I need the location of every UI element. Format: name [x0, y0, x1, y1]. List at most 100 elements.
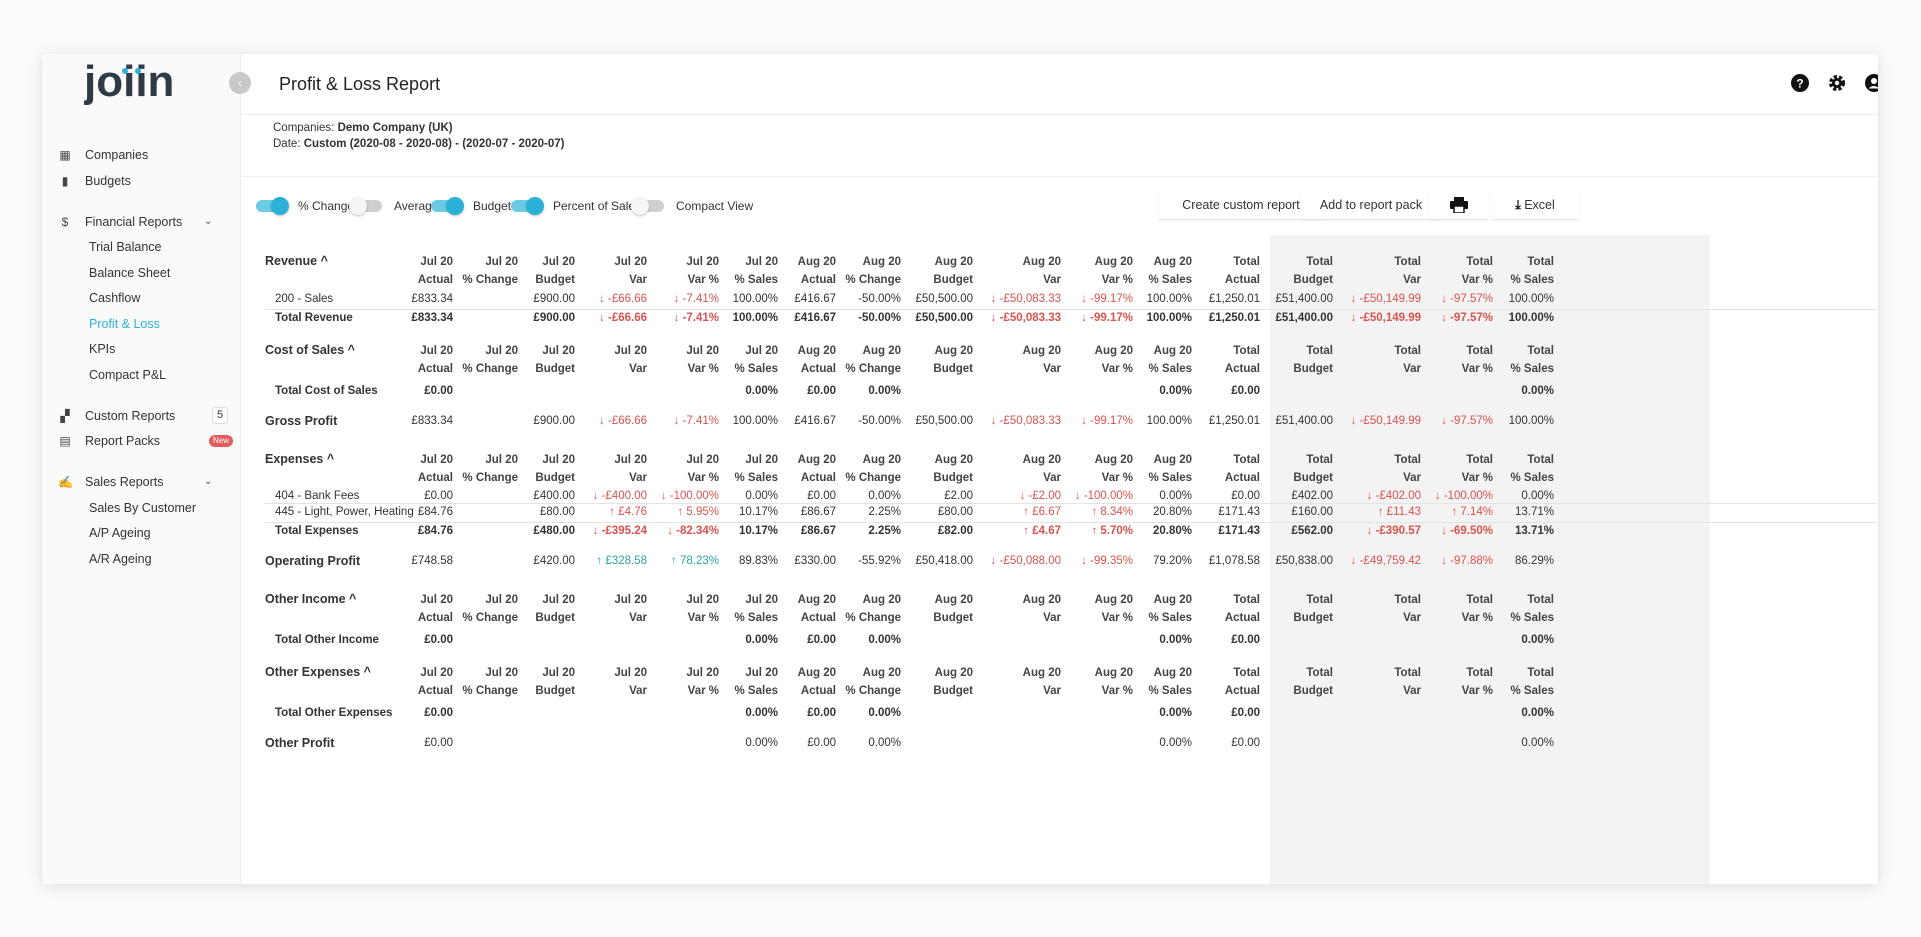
row-divider — [265, 503, 1877, 504]
table-cell: 0.00% — [1159, 707, 1192, 719]
sidebar-item-kpis[interactable]: KPIs — [42, 338, 241, 360]
column-header: Total Var — [1394, 454, 1421, 484]
section-title[interactable]: Expenses ^ — [265, 452, 335, 466]
table-cell: 0.00% — [868, 737, 901, 749]
section-title[interactable]: Cost of Sales ^ — [265, 343, 355, 357]
help-icon[interactable]: ? — [1790, 73, 1810, 93]
table-cell: ↓ -99.17% — [1081, 293, 1133, 305]
add-to-report-pack-button[interactable]: Add to report pack — [1301, 190, 1441, 220]
table-cell: 0.00% — [1159, 385, 1192, 397]
toggle-switch[interactable] — [256, 197, 289, 215]
table-cell: £400.00 — [533, 490, 575, 502]
sidebar-item-label: Cashflow — [89, 291, 141, 305]
section-title[interactable]: Revenue ^ — [265, 254, 328, 268]
table-cell: ↓ -97.57% — [1441, 312, 1493, 324]
column-header: Jul 20% Change — [462, 667, 518, 697]
sidebar-item-report-packs[interactable]: ▤ Report Packs New — [42, 430, 241, 452]
sidebar-item-ar-ageing[interactable]: A/R Ageing — [42, 548, 241, 570]
sidebar-item-sales-by-customer[interactable]: Sales By Customer — [42, 497, 241, 519]
column-header: Aug 20% Sales — [1148, 594, 1192, 624]
sidebar-item-custom-reports[interactable]: ▞ Custom Reports 5 — [42, 405, 241, 427]
settings-gear-icon[interactable] — [1827, 73, 1847, 93]
table-cell: £0.00 — [1231, 707, 1260, 719]
companies-label: Companies: — [273, 122, 335, 134]
table-cell: £900.00 — [533, 312, 575, 324]
column-header: Jul 20 Var % — [686, 594, 719, 624]
toggle-compact-view[interactable]: Compact View — [631, 197, 764, 215]
column-header: Aug 20 Actual — [797, 594, 836, 624]
table-cell: 100.00% — [1508, 312, 1554, 324]
column-header: Jul 20 Budget — [535, 256, 575, 286]
button-label: Create custom report — [1182, 198, 1300, 212]
row-divider — [265, 309, 1877, 310]
table-cell: £1,250.01 — [1208, 415, 1260, 427]
column-header: Jul 20% Change — [462, 594, 518, 624]
print-button[interactable] — [1430, 190, 1488, 220]
table-cell: £402.00 — [1291, 490, 1333, 502]
column-header: Jul 20 Var — [614, 667, 647, 697]
sidebar-item-profit-loss[interactable]: Profit & Loss — [42, 313, 241, 335]
column-header: Jul 20 Var — [614, 256, 647, 286]
custom-reports-icon: ▞ — [60, 409, 70, 423]
row-label: 200 - Sales — [275, 293, 334, 305]
column-header: Jul 20 Var % — [686, 345, 719, 375]
toggle-switch[interactable] — [431, 197, 464, 215]
toggle-budget[interactable]: Budget — [431, 197, 521, 215]
table-cell: ↓ -£50,149.99 — [1350, 293, 1421, 305]
table-cell: 0.00% — [1521, 737, 1554, 749]
table-cell: 0.00% — [868, 385, 901, 397]
row-label: Total Revenue — [275, 312, 353, 324]
table-cell: ↓ -£50,083.33 — [990, 415, 1061, 427]
sidebar-item-budgets[interactable]: ▮ Budgets — [42, 170, 241, 192]
create-custom-report-button[interactable]: Create custom report — [1159, 190, 1323, 220]
column-header: Aug 20% Change — [845, 256, 901, 286]
user-account-icon[interactable] — [1864, 73, 1878, 93]
sidebar-item-cashflow[interactable]: Cashflow — [42, 287, 241, 309]
totals-column-band — [1270, 235, 1710, 884]
table-cell: 100.00% — [1508, 415, 1554, 427]
toggle-percent-change[interactable]: % Change — [256, 197, 366, 215]
sidebar-item-companies[interactable]: ▦ Companies — [42, 144, 241, 166]
chevron-left-icon: ‹ — [238, 76, 242, 90]
column-header: Total Actual — [1224, 594, 1260, 624]
toggle-switch[interactable] — [349, 197, 382, 215]
table-cell: 0.00% — [1159, 490, 1192, 502]
sidebar-item-compact-pl[interactable]: Compact P&L — [42, 364, 241, 386]
column-header: Jul 20 Var — [614, 594, 647, 624]
sidebar-item-balance-sheet[interactable]: Balance Sheet — [42, 262, 241, 284]
section-title[interactable]: Other Expenses ^ — [265, 665, 371, 679]
column-header: Jul 20% Change — [462, 454, 518, 484]
sidebar-item-sales-reports[interactable]: ✍ Sales Reports ⌄ — [42, 471, 241, 493]
toggle-average[interactable]: Average — [349, 197, 452, 215]
sidebar-item-financial-reports[interactable]: $ Financial Reports ⌄ — [42, 211, 241, 233]
table-cell: £1,250.01 — [1208, 312, 1260, 324]
toggle-switch[interactable] — [631, 197, 664, 215]
table-cell: 100.00% — [1508, 293, 1554, 305]
row-label: 404 - Bank Fees — [275, 490, 360, 502]
table-cell: £833.34 — [411, 312, 453, 324]
table-cell: £900.00 — [533, 415, 575, 427]
table-cell: ↓ -£2.00 — [1019, 490, 1061, 502]
sidebar-item-ap-ageing[interactable]: A/P Ageing — [42, 522, 241, 544]
export-excel-button[interactable]: ⤓ Excel — [1492, 190, 1578, 220]
logo-text: joiin — [84, 62, 174, 106]
toggle-switch[interactable] — [511, 197, 544, 215]
table-cell: ↓ -100.00% — [1074, 490, 1133, 502]
section-title[interactable]: Other Income ^ — [265, 592, 357, 606]
chevron-down-icon: ⌄ — [204, 216, 213, 227]
column-header: Total Var % — [1461, 345, 1493, 375]
table-cell: £0.00 — [1231, 490, 1260, 502]
collapse-sidebar-button[interactable]: ‹ — [229, 72, 251, 94]
sidebar-item-trial-balance[interactable]: Trial Balance — [42, 236, 241, 258]
column-header: Total Actual — [1224, 667, 1260, 697]
column-header: Jul 20 Var % — [686, 256, 719, 286]
table-cell: 13.71% — [1514, 525, 1554, 537]
column-header: Jul 20 Actual — [417, 594, 453, 624]
column-header: Aug 20 Actual — [797, 256, 836, 286]
column-header: Jul 20% Sales — [734, 594, 778, 624]
toggle-percent-of-sales[interactable]: Percent of Sales — [511, 197, 651, 215]
table-cell: £84.76 — [417, 525, 453, 537]
table-cell: ↓ -£49,759.42 — [1350, 555, 1421, 567]
column-header: Jul 20 Budget — [535, 345, 575, 375]
